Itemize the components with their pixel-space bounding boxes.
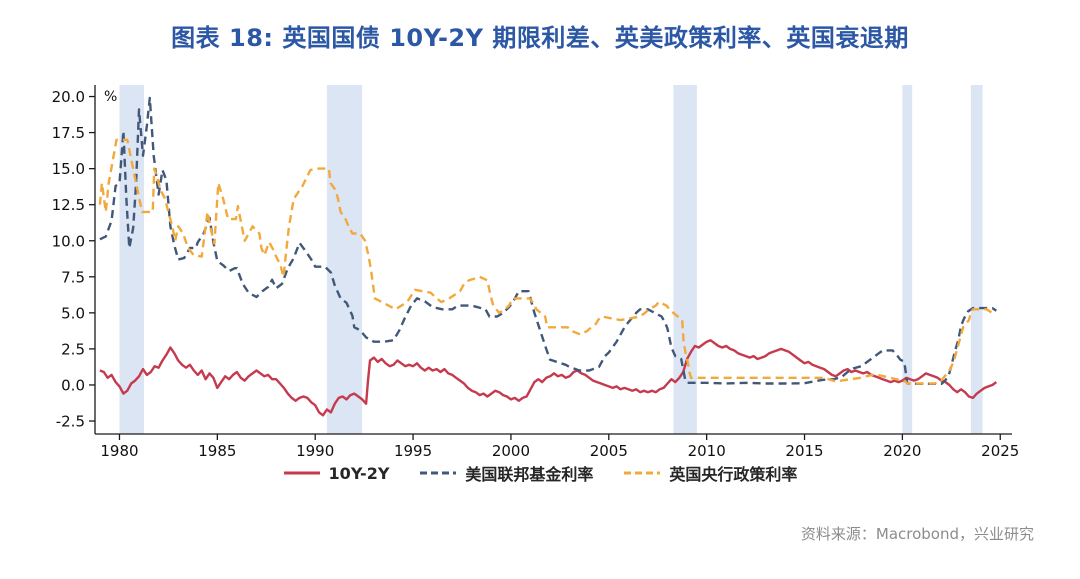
x-tick-label: 1980 <box>100 442 138 459</box>
legend-label-boe-rate: 英国央行政策利率 <box>669 465 798 484</box>
y-tick-label: 7.5 <box>61 268 85 286</box>
x-tick-label: 2020 <box>883 442 921 459</box>
series-line-2 <box>98 138 997 385</box>
x-tick-label: 2010 <box>688 442 726 459</box>
legend-label-fed-funds: 美国联邦基金利率 <box>465 465 594 484</box>
x-tick-label: 2025 <box>981 442 1019 459</box>
legend-item-spread: 10Y-2Y <box>283 463 390 483</box>
series-line-1 <box>99 96 997 385</box>
chart-title: 图表 18: 英国国债 10Y-2Y 期限利差、英美政策利率、英国衰退期 <box>171 24 909 52</box>
y-tick-label: 15.0 <box>52 160 85 178</box>
y-tick-label: 12.5 <box>52 196 85 214</box>
recession-band <box>970 85 983 434</box>
recession-bands <box>119 85 983 434</box>
y-tick-label: 0.0 <box>61 376 85 394</box>
chart-canvas: -2.5 0.0 2.5 5.0 7.5 10.0 12.5 15.0 17.5 20.0 1980… <box>52 85 1019 459</box>
legend-item-fed-funds: 美国联邦基金利率 <box>419 461 593 485</box>
series-line-0 <box>99 339 998 417</box>
x-tick-label: 2000 <box>492 442 530 459</box>
y-tick-label: 5.0 <box>61 304 85 322</box>
recession-band <box>326 85 363 434</box>
legend-line-dashed-icon <box>624 471 661 475</box>
legend-item-boe-rate: 英国央行政策利率 <box>623 461 797 485</box>
legend-label-spread: 10Y-2Y <box>328 463 390 483</box>
y-unit-label: % <box>104 89 117 105</box>
recession-band <box>902 85 913 434</box>
x-tick-label: 2015 <box>785 442 823 459</box>
legend-line-dashed-icon <box>420 471 457 475</box>
x-tick-label: 1985 <box>198 442 236 459</box>
recession-band <box>673 85 697 434</box>
y-tick-label: 17.5 <box>52 124 85 142</box>
y-tick-label: -2.5 <box>56 413 85 431</box>
axes: -2.5 0.0 2.5 5.0 7.5 10.0 12.5 15.0 17.5 20.0 1980… <box>52 85 1019 459</box>
chart-legend: 10Y-2Y 美国联邦基金利率 英国央行政策利率 <box>0 461 1080 485</box>
x-tick-label: 1990 <box>296 442 334 459</box>
y-tick-label: 20.0 <box>52 88 85 106</box>
x-tick-label: 2005 <box>590 442 628 459</box>
y-tick-label: 10.0 <box>52 232 85 250</box>
x-tick-label: 1995 <box>394 442 432 459</box>
legend-line-solid-icon <box>283 471 320 475</box>
y-tick-label: 2.5 <box>61 340 85 358</box>
source-attribution: 资料来源：Macrobond，兴业研究 <box>800 525 1034 543</box>
